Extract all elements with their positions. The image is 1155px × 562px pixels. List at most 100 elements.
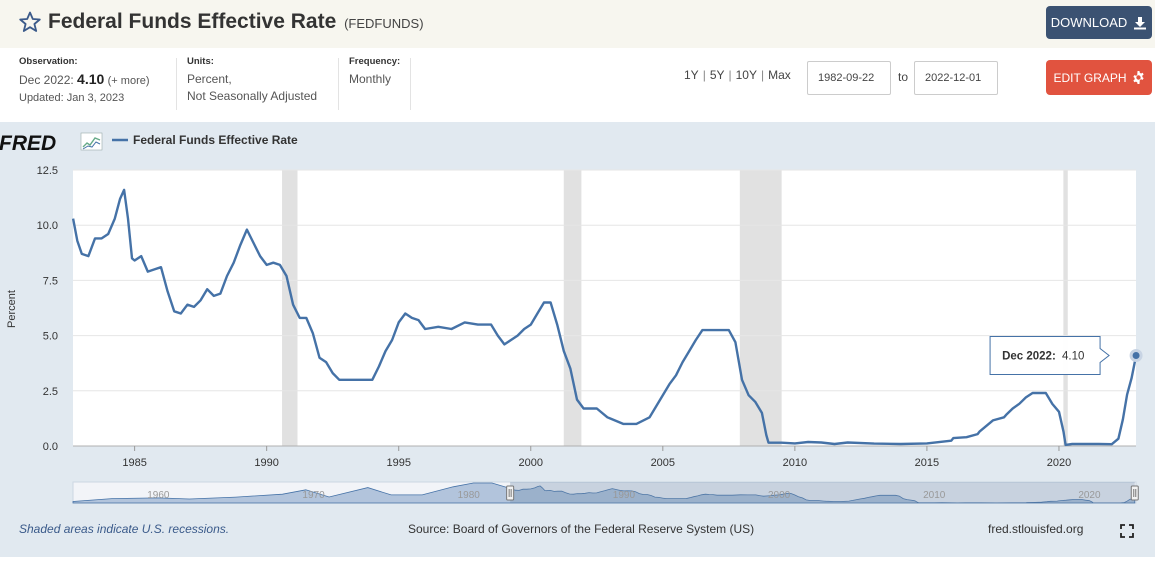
series-point: [167, 291, 168, 292]
x-tick-label: 1995: [386, 457, 410, 469]
y-tick-label: 10.0: [37, 220, 58, 232]
series-point: [81, 253, 82, 254]
edit-graph-label: EDIT GRAPH: [1053, 70, 1127, 85]
series-line-fedfunds[interactable]: [71, 188, 1138, 447]
series-point: [1025, 397, 1026, 398]
series-point: [649, 417, 650, 418]
range-link-10y[interactable]: 10Y: [735, 68, 757, 82]
series-point: [517, 335, 518, 336]
frequency-label: Frequency:: [349, 56, 401, 67]
navigator-handle-right[interactable]: [1130, 485, 1139, 501]
range-separator: |: [760, 68, 765, 82]
series-point: [220, 293, 221, 294]
download-icon: [1134, 16, 1147, 29]
observation-period: Dec 2022:: [19, 73, 74, 87]
range-link-5y[interactable]: 5Y: [709, 68, 725, 82]
series-point: [127, 218, 128, 219]
series-point: [1072, 443, 1073, 444]
series-point: [735, 342, 736, 343]
series-point: [992, 420, 993, 421]
series-point: [405, 313, 406, 314]
recession-band-2: [739, 170, 782, 446]
navigator-tick-label: 1990: [613, 490, 636, 501]
edit-graph-button[interactable]: EDIT GRAPH: [1046, 60, 1152, 95]
x-tick-label: 2000: [519, 457, 543, 469]
x-tick-label: 1990: [254, 457, 278, 469]
series-point: [385, 351, 386, 352]
series-point: [1058, 411, 1059, 412]
y-tick-label: 0.0: [43, 441, 58, 453]
series-point: [583, 408, 584, 409]
y-tick-label: 5.0: [43, 331, 58, 343]
recession-band-3: [1063, 170, 1068, 446]
series-point: [596, 408, 597, 409]
series-point: [266, 264, 267, 265]
series-point: [326, 362, 327, 363]
series-point: [392, 339, 393, 340]
series-point: [1111, 444, 1112, 445]
series-point: [293, 304, 294, 305]
series-point: [213, 295, 214, 296]
fred-logo: FRED: [0, 132, 103, 155]
series-point: [398, 322, 399, 323]
title-bar: Federal Funds Effective Rate (FEDFUNDS) …: [0, 0, 1155, 48]
download-button[interactable]: DOWNLOAD: [1046, 6, 1152, 39]
series-point: [1131, 377, 1132, 378]
gear-icon: [1132, 71, 1144, 84]
observation-label: Observation:: [19, 56, 78, 67]
navigator-selection[interactable]: [510, 482, 1135, 503]
series-point: [306, 317, 307, 318]
end-date-input[interactable]: [914, 61, 998, 95]
series-point: [821, 442, 822, 443]
series-point: [979, 431, 980, 432]
x-tick-label: 1985: [122, 457, 146, 469]
series-point: [88, 256, 89, 257]
start-date-input[interactable]: [807, 61, 891, 95]
series-point: [372, 379, 373, 380]
series-point: [669, 384, 670, 385]
series-point: [174, 311, 175, 312]
recession-note: Shaded areas indicate U.S. recessions.: [19, 522, 230, 536]
units-label: Units:: [187, 56, 214, 67]
series-point: [510, 339, 511, 340]
fullscreen-icon[interactable]: [1120, 524, 1134, 538]
series-point: [425, 328, 426, 329]
range-navigator[interactable]: 1960 1970 1980 1990 2000 2010 2020: [72, 481, 1139, 504]
gridlines: [73, 169, 1136, 447]
navigator-tick-label: 1960: [147, 490, 170, 501]
series-point: [345, 379, 346, 380]
series-point: [451, 328, 452, 329]
navigator-handle-left[interactable]: [506, 485, 515, 501]
more-link[interactable]: (+ more): [107, 75, 150, 87]
series-point: [477, 324, 478, 325]
series-point: [94, 238, 95, 239]
series-point: [359, 379, 360, 380]
series-point: [808, 441, 809, 442]
series-point: [874, 443, 875, 444]
navigator-tick-label: 2010: [923, 490, 946, 501]
series-point: [193, 306, 194, 307]
range-link-max[interactable]: Max: [768, 68, 791, 82]
y-tick-label: 2.5: [43, 386, 58, 398]
series-point: [101, 238, 102, 239]
series-point: [464, 322, 465, 323]
series-point: [240, 245, 241, 246]
series-point: [418, 320, 419, 321]
star-outline-icon[interactable]: [18, 10, 42, 34]
series-point: [226, 275, 227, 276]
navigator-series-area: [72, 482, 1136, 504]
series-point: [279, 264, 280, 265]
series-point: [1032, 392, 1033, 393]
site-link[interactable]: fred.stlouisfed.org: [988, 522, 1084, 536]
recession-band-1: [563, 170, 582, 446]
series-point: [438, 326, 439, 327]
series-point: [966, 437, 967, 438]
series-point: [570, 368, 571, 369]
series-point: [951, 440, 952, 441]
series-point: [689, 351, 690, 352]
series-point: [682, 362, 683, 363]
range-link-1y[interactable]: 1Y: [684, 68, 699, 82]
recession-shading: [282, 170, 1068, 446]
series-point: [187, 304, 188, 305]
series-point: [491, 324, 492, 325]
